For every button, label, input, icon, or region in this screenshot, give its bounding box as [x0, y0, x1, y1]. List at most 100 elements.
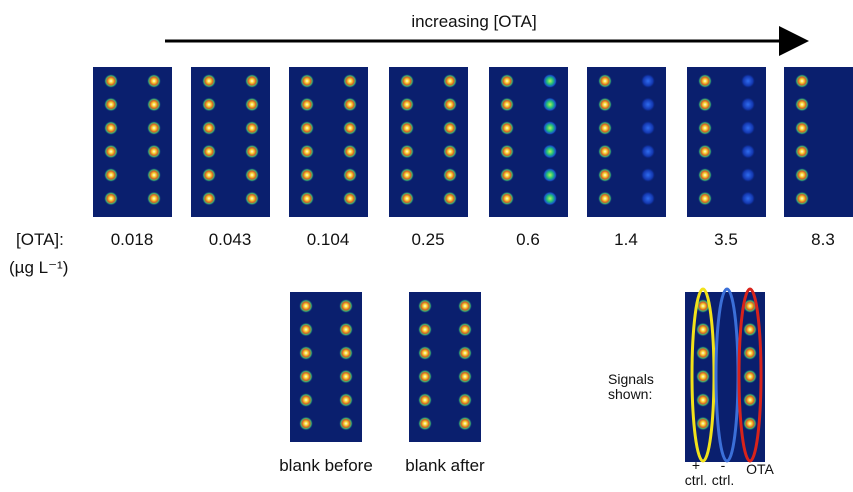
spot	[696, 323, 710, 337]
array-image	[489, 67, 568, 217]
spot	[104, 145, 118, 159]
spot	[343, 168, 357, 182]
spot	[202, 145, 216, 159]
spot	[641, 74, 655, 88]
spot	[339, 346, 353, 360]
spot	[443, 121, 457, 135]
concentration-label: 0.104	[307, 230, 350, 250]
spot	[696, 370, 710, 384]
spot	[300, 145, 314, 159]
spot	[339, 323, 353, 337]
blank-label: blank after	[405, 456, 484, 476]
arrow-label: increasing [OTA]	[411, 12, 536, 32]
spot	[418, 417, 432, 431]
spot	[299, 323, 313, 337]
spot	[400, 98, 414, 112]
spot	[299, 299, 313, 313]
spot	[343, 121, 357, 135]
spot	[795, 98, 809, 112]
spot	[598, 192, 612, 206]
spot	[641, 98, 655, 112]
spot	[500, 145, 514, 159]
spot	[698, 192, 712, 206]
spot	[696, 346, 710, 360]
spot	[598, 74, 612, 88]
spot	[741, 74, 755, 88]
concentration-label: 0.018	[111, 230, 154, 250]
spot	[698, 74, 712, 88]
spot	[300, 168, 314, 182]
spot	[299, 346, 313, 360]
spot	[458, 417, 472, 431]
spot	[343, 74, 357, 88]
spot	[598, 168, 612, 182]
spot	[741, 121, 755, 135]
spot	[104, 168, 118, 182]
spot	[641, 192, 655, 206]
row-unit: (µg L⁻¹)	[9, 258, 68, 278]
legend-title: Signals shown:	[608, 372, 668, 402]
spot	[741, 192, 755, 206]
spot	[400, 74, 414, 88]
legend-label: - ctrl.	[708, 458, 738, 488]
spot	[418, 299, 432, 313]
spot	[641, 168, 655, 182]
spot	[743, 370, 757, 384]
spot	[543, 121, 557, 135]
spot	[458, 323, 472, 337]
spot	[104, 192, 118, 206]
array-image	[93, 67, 172, 217]
concentration-label: 3.5	[714, 230, 738, 250]
concentration-label: 0.043	[209, 230, 252, 250]
spot	[641, 121, 655, 135]
spot	[795, 168, 809, 182]
spot	[339, 370, 353, 384]
spot	[245, 121, 259, 135]
spot	[543, 74, 557, 88]
spot	[343, 192, 357, 206]
spot	[300, 98, 314, 112]
blank-label: blank before	[279, 456, 373, 476]
array-image	[191, 67, 270, 217]
spot	[543, 98, 557, 112]
concentration-label: 8.3	[811, 230, 835, 250]
spot	[245, 145, 259, 159]
spot	[500, 121, 514, 135]
spot	[543, 145, 557, 159]
figure: increasing [OTA] [OTA]: (µg L⁻¹) Signals…	[0, 0, 853, 492]
spot	[202, 168, 216, 182]
spot	[698, 168, 712, 182]
array-image	[389, 67, 468, 217]
spot	[299, 370, 313, 384]
spot	[418, 370, 432, 384]
spot	[343, 98, 357, 112]
spot	[500, 98, 514, 112]
spot	[741, 168, 755, 182]
spot	[147, 74, 161, 88]
spot	[458, 393, 472, 407]
array-image	[587, 67, 666, 217]
spot	[598, 98, 612, 112]
array-image	[687, 67, 766, 217]
spot	[543, 168, 557, 182]
legend-label: + ctrl.	[681, 458, 711, 488]
spot	[795, 145, 809, 159]
spot	[104, 74, 118, 88]
spot	[104, 98, 118, 112]
spot	[795, 74, 809, 88]
spot	[147, 145, 161, 159]
spot	[147, 168, 161, 182]
spot	[299, 417, 313, 431]
spot	[543, 192, 557, 206]
spot	[698, 98, 712, 112]
spot	[500, 74, 514, 88]
spot	[598, 121, 612, 135]
spot	[147, 192, 161, 206]
spot	[696, 417, 710, 431]
spot	[458, 370, 472, 384]
spot	[795, 121, 809, 135]
spot	[696, 393, 710, 407]
spot	[339, 299, 353, 313]
spot	[245, 98, 259, 112]
spot	[743, 393, 757, 407]
